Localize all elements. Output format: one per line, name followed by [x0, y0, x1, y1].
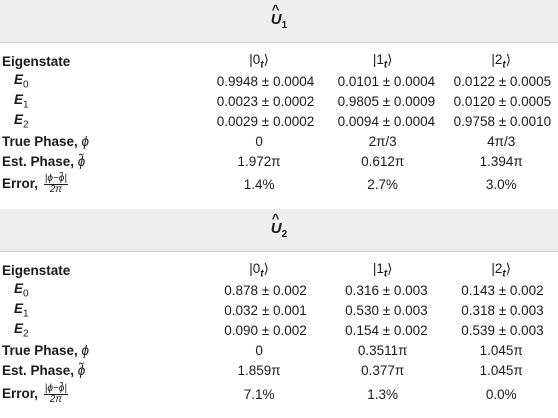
row-label: True Phase, ϕ: [2, 342, 90, 358]
row-label: E0: [14, 71, 29, 91]
row-label: True Phase, ϕ: [2, 133, 90, 149]
ket-1: |1t⟩: [372, 51, 393, 71]
est-phase-row: Est. Phase, ϕ̃ 1.972π 0.612π 1.394π: [0, 151, 558, 171]
table-row: E0 0.878 ± 0.002 0.316 ± 0.003 0.143 ± 0…: [0, 280, 558, 300]
true-phase-row: True Phase, ϕ 0 0.3511π 1.045π: [0, 340, 558, 360]
cell: 0: [255, 342, 263, 358]
divider: [0, 251, 558, 252]
divider: [0, 42, 558, 43]
cell: 2.7%: [367, 176, 399, 192]
row-label: Est. Phase, ϕ̃: [2, 362, 86, 378]
row-label: Eigenstate: [2, 262, 71, 278]
cell: 0.316 ± 0.003: [345, 282, 428, 298]
cell: 1.859π: [237, 362, 281, 378]
row-label: Est. Phase, ϕ̃: [2, 153, 86, 169]
table-row: E1 0.0023 ± 0.0002 0.9805 ± 0.0009 0.012…: [0, 91, 558, 111]
cell: 0.143 ± 0.002: [461, 282, 544, 298]
table-row: E2 0.0029 ± 0.0002 0.0094 ± 0.0004 0.975…: [0, 111, 558, 131]
cell: 1.972π: [237, 153, 281, 169]
ket-0: |0t⟩: [249, 51, 269, 71]
cell: 0.0029 ± 0.0002: [216, 113, 315, 129]
row-label: Error, |ϕ−ϕ̃| 2π: [2, 382, 68, 405]
cell: 0.9758 ± 0.0010: [453, 113, 552, 129]
ket-2: |2t⟩: [491, 260, 512, 280]
ket-1: |1t⟩: [372, 260, 393, 280]
eigenstate-header-row: Eigenstate |0t⟩ |1t⟩ |2t⟩: [0, 51, 558, 71]
cell: 3.0%: [485, 176, 517, 192]
cell: 0.0122 ± 0.0005: [453, 73, 552, 89]
true-phase-row: True Phase, ϕ 0 2π/3 4π/3: [0, 131, 558, 151]
eigenstate-header-row: Eigenstate |0t⟩ |1t⟩ |2t⟩: [0, 260, 558, 280]
error-fraction: |ϕ−ϕ̃| 2π: [43, 172, 68, 195]
row-label: E0: [14, 280, 29, 300]
cell: 0.9948 ± 0.0004: [216, 73, 315, 89]
ket-0: |0t⟩: [249, 260, 269, 280]
operator-header-u1: ^ U1: [0, 0, 558, 42]
cell: 4π/3: [487, 133, 516, 149]
cell: 1.394π: [479, 153, 523, 169]
cell: 0.0101 ± 0.0004: [337, 73, 436, 89]
cell: 0.377π: [361, 362, 405, 378]
cell: 1.045π: [479, 342, 523, 358]
cell: 0.0%: [485, 386, 517, 402]
operator-header-u2: ^ U2: [0, 209, 558, 251]
operator-symbol: ^ U1: [270, 2, 288, 31]
cell: 0.318 ± 0.003: [461, 302, 544, 318]
row-label: Error, |ϕ−ϕ̃| 2π: [2, 172, 68, 195]
cell: 0.032 ± 0.001: [224, 302, 307, 318]
error-fraction: |ϕ−ϕ̃| 2π: [43, 382, 68, 405]
cell: 0.0094 ± 0.0004: [337, 113, 436, 129]
est-phase-row: Est. Phase, ϕ̃ 1.859π 0.377π 1.045π: [0, 360, 558, 380]
cell: 0.0120 ± 0.0005: [453, 93, 552, 109]
cell: 1.4%: [243, 176, 275, 192]
cell: 0.878 ± 0.002: [224, 282, 307, 298]
table-row: E0 0.9948 ± 0.0004 0.0101 ± 0.0004 0.012…: [0, 71, 558, 91]
error-row: Error, |ϕ−ϕ̃| 2π 1.4% 2.7% 3.0%: [0, 172, 558, 196]
operator-symbol: ^ U2: [270, 211, 288, 240]
cell: 0.539 ± 0.003: [461, 322, 544, 338]
row-label: E1: [14, 91, 29, 111]
cell: 0: [255, 133, 263, 149]
cell: 7.1%: [243, 386, 275, 402]
error-row: Error, |ϕ−ϕ̃| 2π 7.1% 1.3% 0.0%: [0, 382, 558, 406]
row-label: E1: [14, 300, 29, 320]
row-label: E2: [14, 111, 29, 131]
table-row: E1 0.032 ± 0.001 0.530 ± 0.003 0.318 ± 0…: [0, 300, 558, 320]
cell: 2π/3: [368, 133, 397, 149]
cell: 0.0023 ± 0.0002: [216, 93, 315, 109]
cell: 1.3%: [367, 386, 399, 402]
cell: 0.154 ± 0.002: [345, 322, 428, 338]
row-label: Eigenstate: [2, 53, 71, 69]
cell: 0.530 ± 0.003: [345, 302, 428, 318]
cell: 0.612π: [361, 153, 405, 169]
cell: 0.9805 ± 0.0009: [337, 93, 436, 109]
cell: 0.090 ± 0.002: [224, 322, 307, 338]
cell: 0.3511π: [357, 342, 408, 358]
table-row: E2 0.090 ± 0.002 0.154 ± 0.002 0.539 ± 0…: [0, 320, 558, 340]
ket-2: |2t⟩: [491, 51, 512, 71]
cell: 1.045π: [479, 362, 523, 378]
row-label: E2: [14, 320, 29, 340]
